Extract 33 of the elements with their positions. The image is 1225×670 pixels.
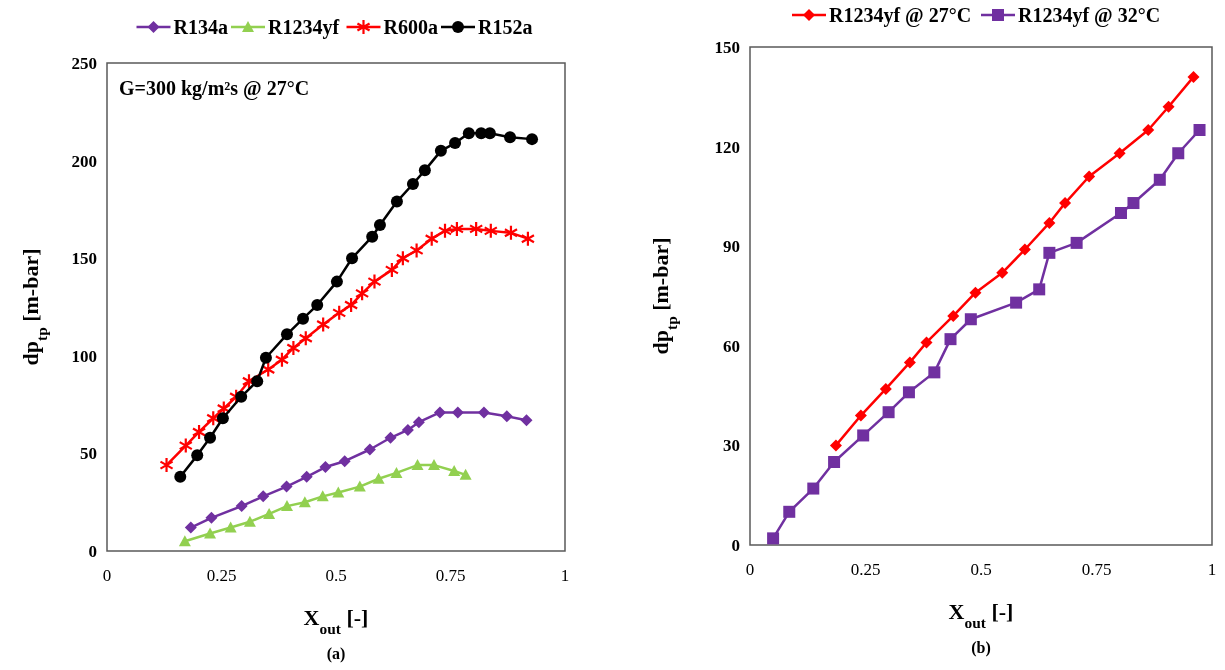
x-tick-label: 1 bbox=[560, 566, 570, 585]
y-tick-label: 0 bbox=[731, 536, 740, 555]
y-tick-label: 90 bbox=[723, 237, 740, 257]
y-tick-label: 100 bbox=[71, 346, 97, 366]
x-tick-label: 1 bbox=[1207, 560, 1217, 579]
legend-label: R134a bbox=[173, 16, 228, 38]
x-tick-label: 0.25 bbox=[850, 560, 881, 579]
y-tick-label: 50 bbox=[80, 444, 97, 464]
legend-label: R1234yf @ 32°C bbox=[1018, 4, 1161, 27]
x-tick-label: 0.5 bbox=[325, 566, 347, 585]
legend-label: R152a bbox=[478, 16, 533, 38]
legend-label: R1234yf bbox=[268, 16, 340, 39]
text: (b) bbox=[971, 639, 991, 657]
x-tick-label: 0 bbox=[745, 560, 755, 579]
x-tick-label: 0.5 bbox=[970, 560, 992, 579]
y-tick-label: 60 bbox=[723, 336, 740, 356]
x-tick-label: 0.25 bbox=[206, 566, 237, 585]
x-tick-label: 0.75 bbox=[1081, 560, 1112, 579]
annotation: G=300 kg/m²s @ 27°C bbox=[119, 77, 310, 100]
y-tick-label: 250 bbox=[71, 54, 97, 73]
legend-label: R600a bbox=[383, 16, 438, 38]
y-tick-label: 30 bbox=[723, 436, 740, 456]
y-tick-label: 200 bbox=[71, 151, 97, 171]
text: (a) bbox=[326, 645, 346, 663]
legend-label: R1234yf @ 27°C bbox=[829, 4, 972, 27]
x-tick-label: 0 bbox=[102, 566, 112, 585]
y-tick-label: 120 bbox=[714, 137, 740, 157]
x-axis-title: X$_{out}$ [-] bbox=[948, 599, 1014, 631]
y-tick-label: 150 bbox=[714, 38, 740, 57]
x-tick-label: 0.75 bbox=[435, 566, 466, 585]
y-tick-label: 0 bbox=[88, 542, 97, 561]
x-axis-title: X$_{out}$ [-] bbox=[303, 605, 369, 637]
y-tick-label: 150 bbox=[71, 249, 97, 269]
